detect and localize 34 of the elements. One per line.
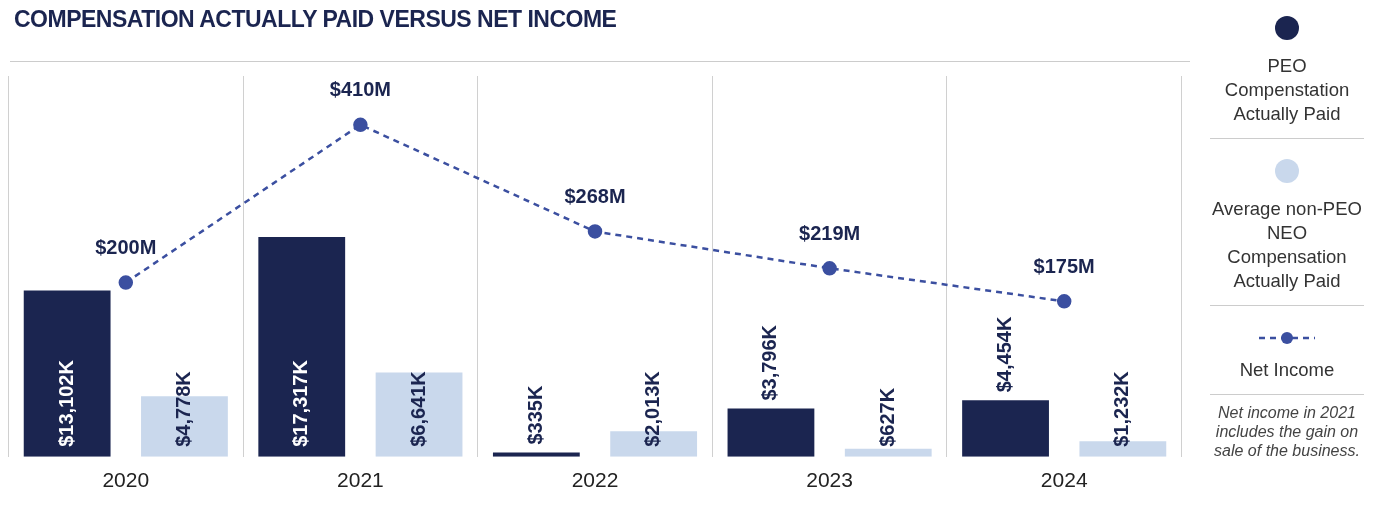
bar (258, 236, 346, 457)
x-tick-label: 2024 (1040, 468, 1088, 492)
data-label: $219M (799, 221, 861, 244)
data-label: $13,102K (54, 359, 77, 447)
bar (23, 290, 111, 457)
data-label: $1,232K (1110, 370, 1133, 447)
point (587, 224, 603, 239)
data-label: $175M (1033, 254, 1095, 277)
data-label: $17,317K (289, 359, 312, 447)
point (1056, 294, 1072, 309)
x-tick-label: 2022 (571, 468, 619, 492)
data-label: $4,454K (993, 316, 1016, 393)
x-tick-label: 2021 (337, 468, 384, 492)
point (353, 117, 368, 133)
x-tick-label: 2023 (806, 468, 853, 492)
data-label: $268M (564, 184, 626, 207)
data-label: $410M (329, 78, 391, 101)
data-label: $627K (875, 387, 898, 447)
data-label: $4,778K (171, 370, 194, 447)
legend-label: Net Income (1238, 358, 1336, 382)
legend-label: Average non-PEO NEO Compensation Actually Paid (1211, 197, 1363, 293)
data-label: $335K (523, 385, 546, 445)
point (822, 261, 837, 276)
chart-title: COMPENSATION ACTUALLY PAID VERSUS NET INCOME (14, 6, 617, 33)
text: Net income in 2021 includes the gain on sale of the business. (1213, 403, 1361, 460)
bar (962, 400, 1049, 457)
point (118, 275, 134, 290)
bar (727, 408, 815, 457)
data-label: $200M (95, 236, 157, 259)
x-tick-label: 2020 (102, 468, 150, 492)
data-label: $3,796K (758, 324, 781, 401)
data-label: $6,641K (406, 370, 429, 447)
data-label: $2,013K (641, 370, 664, 447)
legend-label: PEO Compenstation Actually Paid (1223, 54, 1351, 126)
